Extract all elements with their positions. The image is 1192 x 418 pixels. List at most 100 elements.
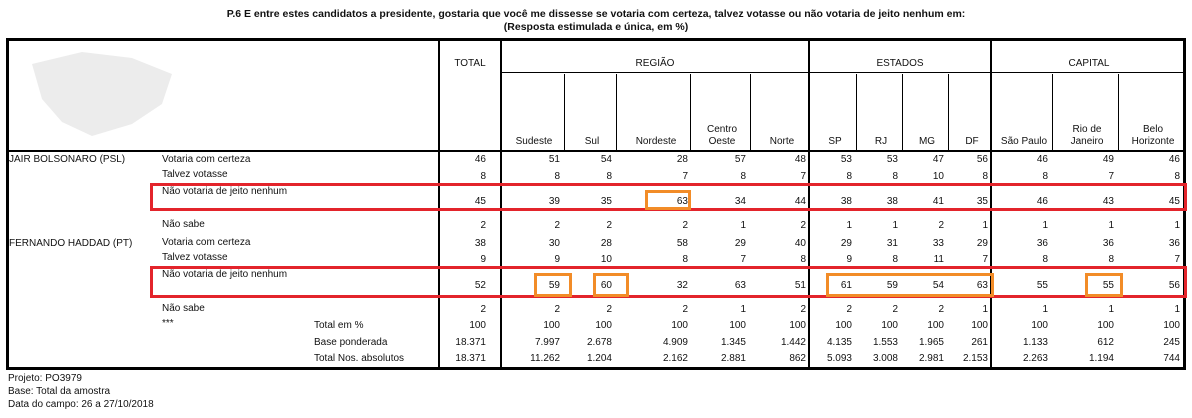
table-cell: 9 bbox=[554, 254, 560, 265]
table-cell: 8 bbox=[1174, 171, 1180, 182]
header-estados: ESTADOS bbox=[876, 58, 924, 69]
table-cell: 8 bbox=[800, 254, 806, 265]
column-header-line: Nordeste bbox=[635, 136, 677, 147]
column-group-divider bbox=[438, 38, 440, 370]
table-cell: 41 bbox=[932, 196, 944, 207]
table-cell: 2 bbox=[800, 220, 806, 231]
table-cell: 55 bbox=[1036, 280, 1048, 291]
table-cell: 28 bbox=[600, 238, 612, 249]
table-cell: 49 bbox=[1102, 154, 1114, 165]
table-cell: 2 bbox=[938, 304, 944, 315]
table-cell: 34 bbox=[734, 196, 746, 207]
totals-label: Total Nos. absolutos bbox=[314, 353, 405, 364]
row-label: Talvez votasse bbox=[162, 169, 228, 180]
column-group-divider bbox=[990, 38, 992, 370]
table-cell: 51 bbox=[548, 154, 560, 165]
table-cell: 1 bbox=[740, 220, 746, 231]
table-cell: 1 bbox=[982, 220, 988, 231]
totals-cell: 100 bbox=[543, 320, 560, 331]
column-header: São Paulo bbox=[994, 136, 1054, 148]
totals-cell: 100 bbox=[1097, 320, 1114, 331]
table-cell: 29 bbox=[734, 238, 746, 249]
table-cell: 35 bbox=[976, 196, 988, 207]
table-cell: 53 bbox=[886, 154, 898, 165]
table-cell: 48 bbox=[794, 154, 806, 165]
column-divider bbox=[856, 74, 857, 150]
column-header: MG bbox=[904, 136, 950, 148]
column-header-line: Sudeste bbox=[515, 136, 553, 147]
table-cell: 29 bbox=[840, 238, 852, 249]
column-header-line: Horizonte bbox=[1131, 136, 1175, 147]
header-separator bbox=[6, 150, 1186, 152]
table-cell: 2 bbox=[554, 304, 560, 315]
table-cell: 47 bbox=[932, 154, 944, 165]
column-header-line: Sul bbox=[584, 136, 600, 147]
column-header-line: Rio de bbox=[1072, 124, 1102, 135]
table-cell: 46 bbox=[474, 154, 486, 165]
column-divider bbox=[902, 74, 903, 150]
table-cell: 8 bbox=[1042, 171, 1048, 182]
table-cell: 7 bbox=[740, 254, 746, 265]
table-cell: 61 bbox=[840, 280, 852, 291]
table-cell: 45 bbox=[1168, 196, 1180, 207]
table-cell: 36 bbox=[1036, 238, 1048, 249]
row-label: Votaria com certeza bbox=[162, 237, 251, 248]
table-cell: 10 bbox=[600, 254, 612, 265]
table-cell: 1 bbox=[1042, 304, 1048, 315]
column-header: DF bbox=[950, 136, 994, 148]
table-cell: 9 bbox=[846, 254, 852, 265]
table-cell: 55 bbox=[1102, 280, 1114, 291]
totals-label: Base ponderada bbox=[314, 337, 388, 348]
column-header: Rio de Janeiro bbox=[1054, 124, 1120, 148]
table-cell: 63 bbox=[976, 280, 988, 291]
table-cell: 36 bbox=[1168, 238, 1180, 249]
row-label: Votaria com certeza bbox=[162, 154, 251, 165]
table-cell: 7 bbox=[982, 254, 988, 265]
question-title: P.6 E entre estes candidatos a president… bbox=[0, 8, 1192, 34]
table-cell: 7 bbox=[1174, 254, 1180, 265]
table-cell: 60 bbox=[600, 280, 612, 291]
totals-cell: 862 bbox=[789, 353, 806, 364]
totals-cell: 2.881 bbox=[720, 353, 746, 364]
column-header-line: Centro bbox=[706, 124, 737, 135]
table-cell: 7 bbox=[1108, 171, 1114, 182]
column-group-divider bbox=[808, 38, 810, 370]
row-label: Não sabe bbox=[162, 303, 205, 314]
totals-cell: 1.553 bbox=[872, 337, 898, 348]
table-cell: 30 bbox=[548, 238, 560, 249]
totals-cell: 612 bbox=[1097, 337, 1114, 348]
totals-cell: 100 bbox=[729, 320, 746, 331]
column-header-line: MG bbox=[918, 136, 936, 147]
totals-cell: 100 bbox=[595, 320, 612, 331]
table-cell: 1 bbox=[892, 220, 898, 231]
table-cell: 1 bbox=[1108, 304, 1114, 315]
highlight-row-haddad bbox=[150, 266, 1187, 298]
column-group-divider bbox=[500, 38, 502, 370]
column-header: SP bbox=[812, 136, 858, 148]
table-cell: 46 bbox=[1036, 154, 1048, 165]
column-header: Norte bbox=[752, 136, 812, 148]
row-label: Não votaria de jeito nenhum bbox=[162, 269, 288, 280]
totals-cell: 2.981 bbox=[918, 353, 944, 364]
totals-cell: 1.204 bbox=[586, 353, 612, 364]
column-header-line: RJ bbox=[874, 136, 888, 147]
table-cell: 33 bbox=[932, 238, 944, 249]
table-cell: 1 bbox=[1174, 304, 1180, 315]
table-cell: 8 bbox=[1108, 254, 1114, 265]
column-header-line: São Paulo bbox=[1000, 136, 1048, 147]
table-cell: 52 bbox=[474, 280, 486, 291]
totals-cell: 4.909 bbox=[662, 337, 688, 348]
highlight-cell bbox=[826, 273, 994, 297]
table-cell: 1 bbox=[1042, 220, 1048, 231]
table-cell: 2 bbox=[682, 304, 688, 315]
totals-cell: 18.371 bbox=[455, 337, 486, 348]
totals-cell: 245 bbox=[1163, 337, 1180, 348]
column-header: Centro Oeste bbox=[692, 124, 752, 148]
table-cell: 57 bbox=[734, 154, 746, 165]
table-cell: 7 bbox=[682, 171, 688, 182]
column-divider bbox=[1052, 74, 1053, 150]
totals-cell: 261 bbox=[971, 337, 988, 348]
table-cell: 56 bbox=[976, 154, 988, 165]
table-cell: 54 bbox=[932, 280, 944, 291]
column-header: RJ bbox=[858, 136, 904, 148]
